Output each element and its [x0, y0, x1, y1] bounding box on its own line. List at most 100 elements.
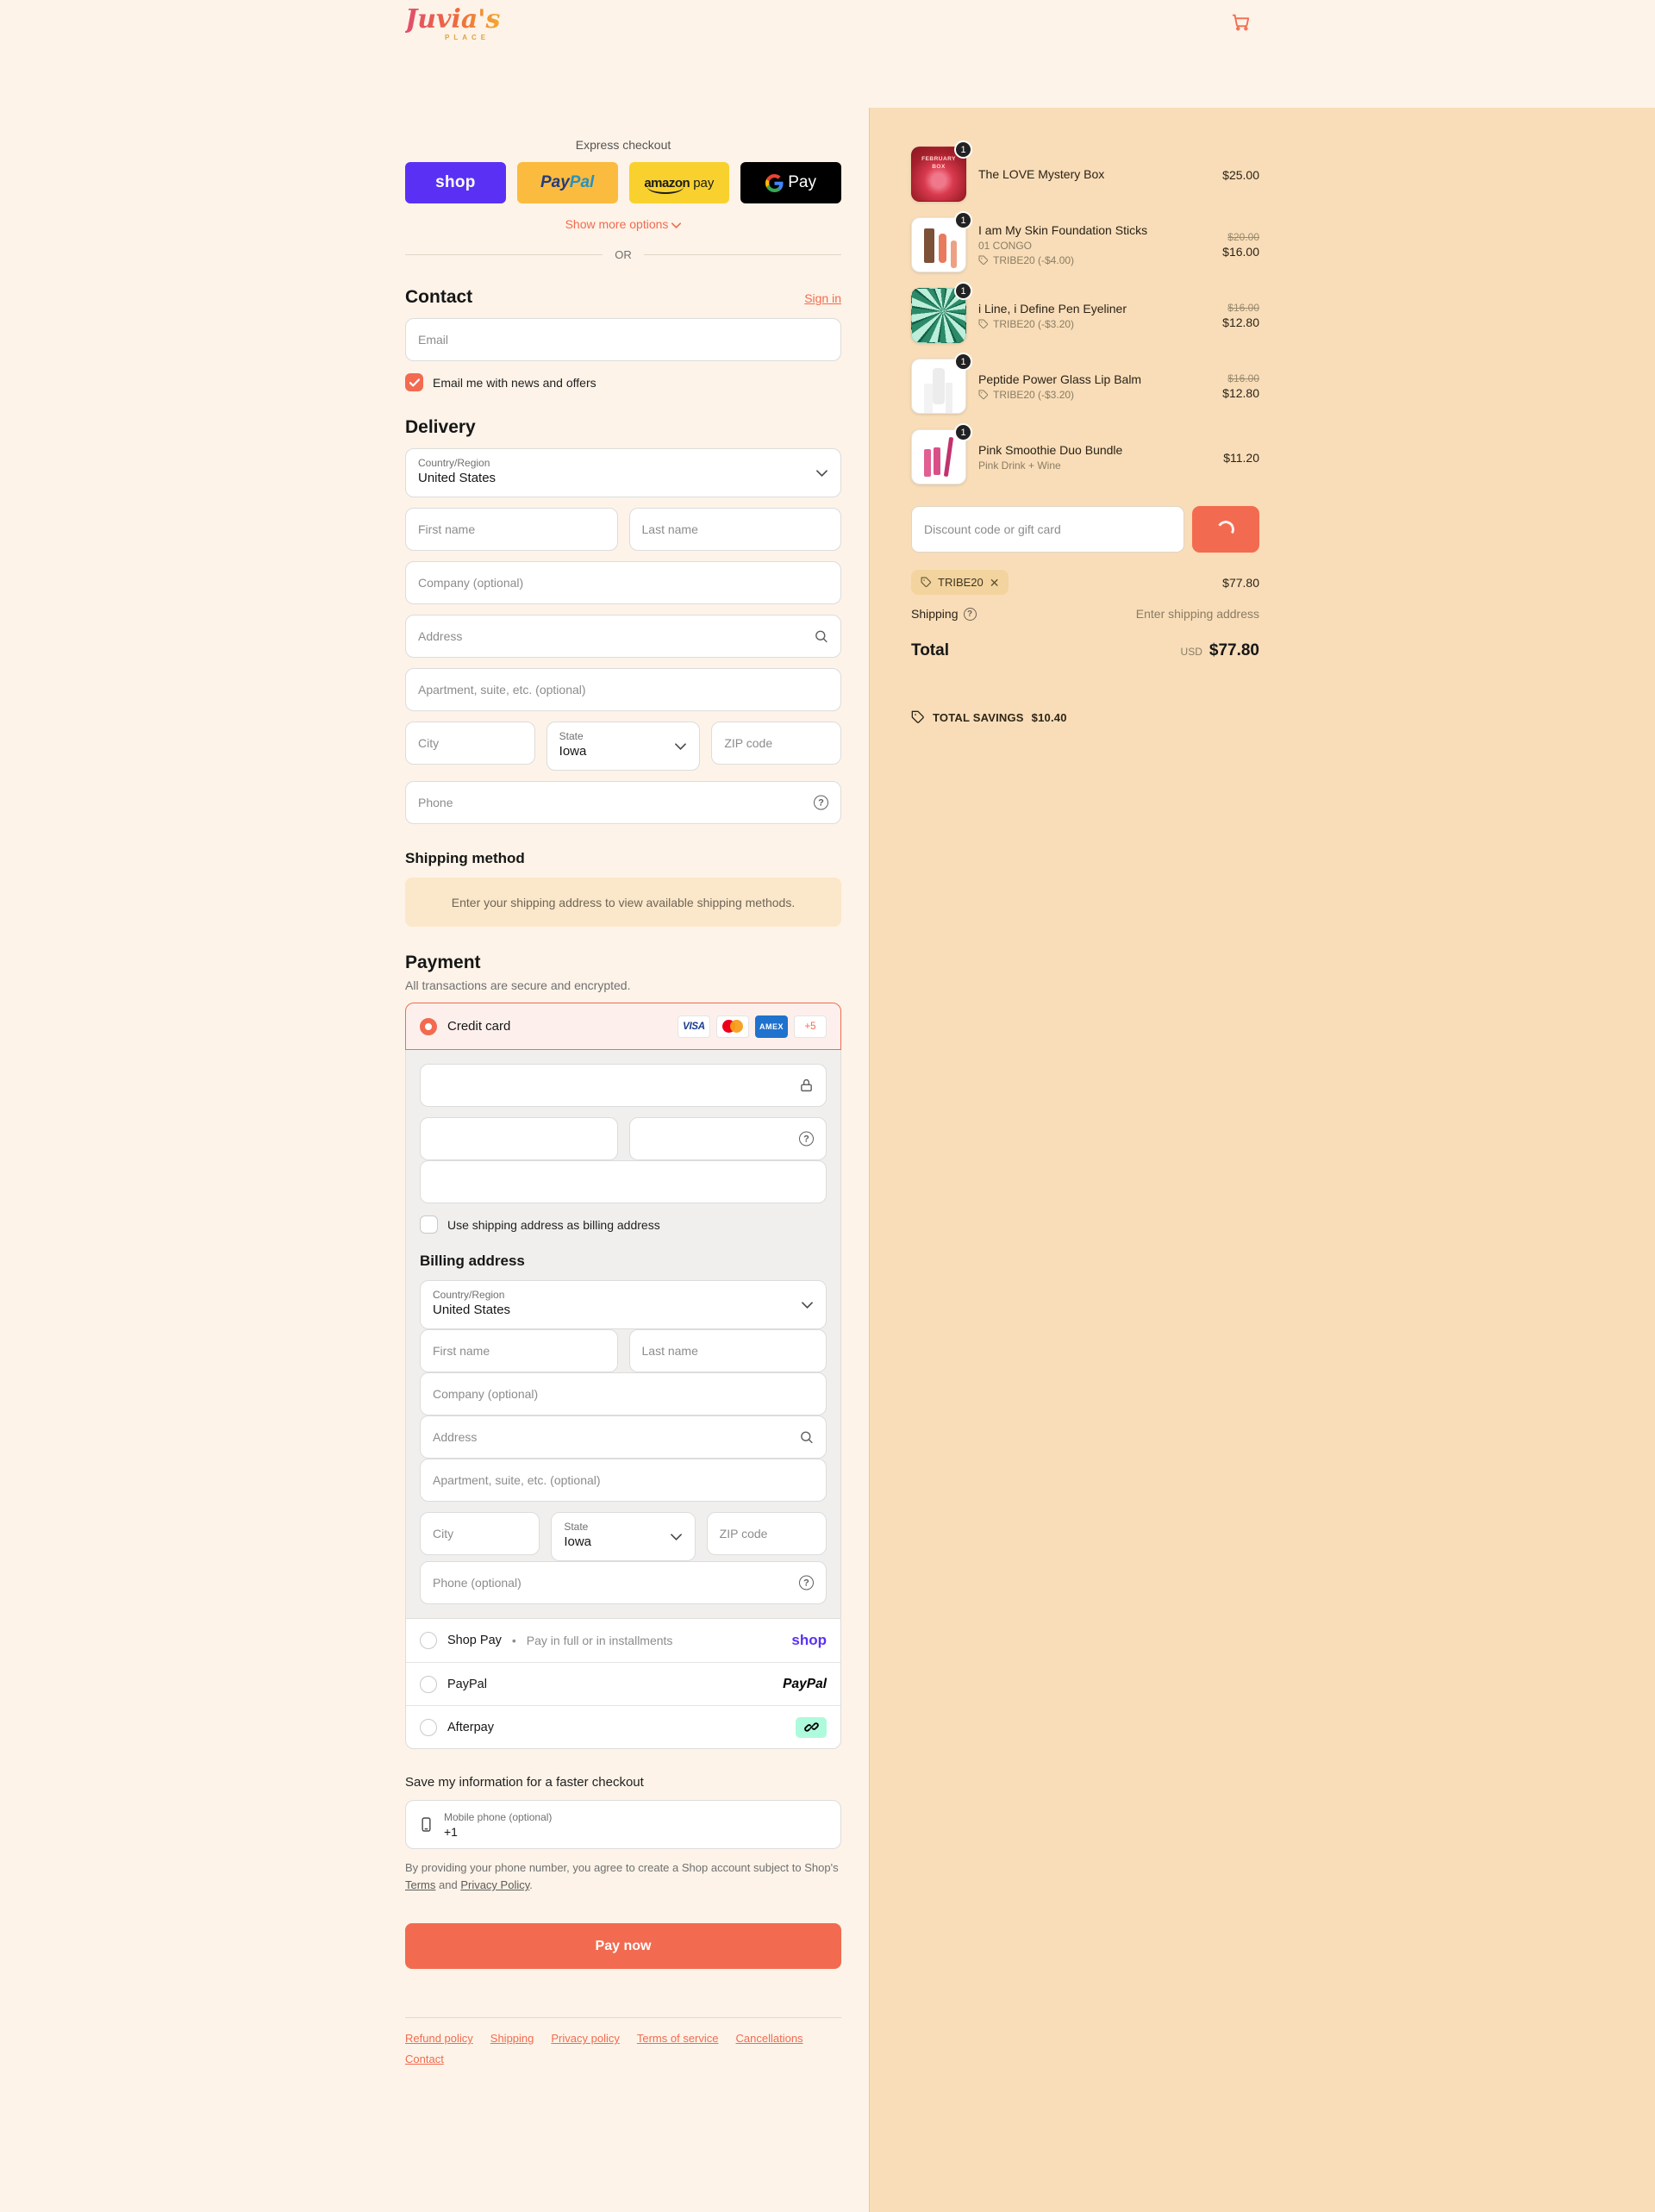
help-icon[interactable]: ?	[963, 607, 977, 621]
item-price: $11.20	[1223, 451, 1259, 465]
afterpay-option[interactable]: Afterpay	[406, 1705, 840, 1748]
shop-terms-link[interactable]: Terms	[405, 1878, 436, 1892]
card-number-input[interactable]	[421, 1065, 826, 1106]
email-input[interactable]	[406, 319, 840, 360]
store-logo[interactable]: Juvia's PLACE	[405, 7, 500, 41]
paypal-option[interactable]: PayPal PayPal	[406, 1662, 840, 1705]
billing-address-input[interactable]	[421, 1416, 826, 1458]
delivery-zip-input[interactable]	[712, 722, 841, 764]
help-icon[interactable]: ?	[799, 1131, 814, 1147]
delivery-address-input[interactable]	[406, 615, 840, 657]
billing-phone-field[interactable]: ?	[420, 1561, 827, 1604]
footer: Refund policy Shipping Privacy policy Te…	[405, 2017, 841, 2065]
email-field[interactable]	[405, 318, 841, 361]
delivery-first-name-input[interactable]	[406, 509, 617, 550]
shop-pay-express-button[interactable]: shop	[405, 162, 506, 203]
billing-apartment-field[interactable]	[420, 1459, 827, 1502]
delivery-state-select[interactable]: State Iowa	[546, 722, 701, 771]
mobile-phone-value: +1	[444, 1824, 458, 1839]
delivery-heading: Delivery	[405, 417, 476, 437]
delivery-city-field[interactable]	[405, 722, 535, 765]
delivery-apartment-field[interactable]	[405, 668, 841, 711]
card-expiry-field[interactable]	[420, 1117, 618, 1160]
shop-privacy-link[interactable]: Privacy Policy	[460, 1878, 530, 1892]
delivery-zip-field[interactable]	[711, 722, 842, 765]
billing-apartment-input[interactable]	[421, 1459, 826, 1501]
credit-card-form: ? Use shipping address as billing addres…	[405, 1050, 841, 1619]
cart-item: 1 I am My Skin Foundation Sticks 01 CONG…	[911, 211, 1259, 273]
cancellations-link[interactable]: Cancellations	[735, 2032, 803, 2046]
billing-company-field[interactable]	[420, 1372, 827, 1415]
credit-card-option[interactable]: Credit card VISA AMEX +5	[405, 1003, 841, 1050]
privacy-policy-link[interactable]: Privacy policy	[551, 2032, 620, 2046]
discount-code-input[interactable]	[912, 507, 1183, 552]
billing-phone-input[interactable]	[421, 1562, 826, 1603]
shipping-value: Enter shipping address	[1135, 607, 1259, 621]
delivery-company-input[interactable]	[406, 562, 840, 603]
contact-link[interactable]: Contact	[405, 2053, 444, 2066]
card-security-code-field[interactable]: ?	[628, 1117, 827, 1160]
discount-code-field[interactable]	[911, 506, 1184, 553]
billing-city-field[interactable]	[420, 1512, 540, 1555]
item-price: $12.80	[1222, 386, 1259, 400]
help-icon[interactable]: ?	[814, 795, 828, 810]
terms-of-service-link[interactable]: Terms of service	[636, 2032, 719, 2046]
shop-pay-radio[interactable]	[420, 1632, 437, 1649]
delivery-company-field[interactable]	[405, 561, 841, 604]
use-shipping-address-checkbox[interactable]	[420, 1215, 438, 1234]
cart-icon[interactable]	[1231, 12, 1253, 33]
newsletter-checkbox[interactable]	[405, 373, 423, 391]
card-security-code-input[interactable]	[629, 1118, 826, 1159]
amazon-pay-express-button[interactable]: amazon pay	[628, 162, 730, 203]
delivery-last-name-input[interactable]	[629, 509, 840, 550]
card-number-field[interactable]	[420, 1064, 827, 1107]
show-more-options-link[interactable]: Show more options	[405, 217, 841, 231]
billing-state-select[interactable]: State Iowa	[551, 1512, 696, 1561]
afterpay-radio[interactable]	[420, 1718, 437, 1736]
delivery-last-name-field[interactable]	[628, 508, 841, 551]
mobile-phone-field[interactable]: Mobile phone (optional) +1	[405, 1800, 841, 1849]
store-logo-text: Juvia's	[405, 4, 501, 34]
delivery-city-input[interactable]	[406, 722, 534, 764]
quantity-badge: 1	[954, 423, 972, 441]
delivery-address-field[interactable]	[405, 615, 841, 658]
billing-zip-input[interactable]	[707, 1513, 826, 1554]
delivery-phone-input[interactable]	[406, 782, 840, 823]
delivery-phone-field[interactable]: ?	[405, 781, 841, 824]
paypal-express-button[interactable]: Pay Pal	[516, 162, 618, 203]
payment-methods-panel: Credit card VISA AMEX +5	[405, 1003, 841, 1749]
card-name-field[interactable]	[420, 1160, 827, 1203]
remove-discount-icon[interactable]: ✕	[989, 575, 1000, 590]
credit-card-radio[interactable]	[420, 1017, 437, 1035]
delivery-apartment-input[interactable]	[406, 669, 840, 710]
help-icon[interactable]: ?	[799, 1575, 814, 1590]
discount-apply-button[interactable]	[1192, 506, 1259, 553]
afterpay-logo	[796, 1716, 827, 1738]
billing-zip-field[interactable]	[706, 1512, 827, 1555]
paypal-radio[interactable]	[420, 1675, 437, 1693]
delivery-country-select[interactable]: Country/Region United States	[405, 448, 841, 497]
chevron-down-icon	[670, 1529, 682, 1545]
billing-first-name-field[interactable]	[420, 1329, 618, 1372]
refund-policy-link[interactable]: Refund policy	[405, 2032, 473, 2046]
payment-subtitle: All transactions are secure and encrypte…	[405, 978, 631, 992]
newsletter-label: Email me with news and offers	[433, 375, 596, 390]
pay-now-button[interactable]: Pay now	[405, 1923, 841, 1970]
billing-last-name-field[interactable]	[628, 1329, 827, 1372]
card-name-input[interactable]	[421, 1161, 826, 1203]
shop-pay-option[interactable]: Shop Pay • Pay in full or in installment…	[406, 1619, 840, 1662]
billing-country-select[interactable]: Country/Region United States	[420, 1280, 827, 1329]
card-expiry-input[interactable]	[421, 1118, 617, 1159]
billing-address-field[interactable]	[420, 1415, 827, 1459]
savings-value: $10.40	[1031, 710, 1067, 724]
billing-last-name-input[interactable]	[629, 1330, 826, 1372]
shipping-policy-link[interactable]: Shipping	[490, 2032, 534, 2046]
google-pay-express-button[interactable]: Pay	[740, 162, 841, 203]
billing-first-name-input[interactable]	[421, 1330, 617, 1372]
sign-in-link[interactable]: Sign in	[804, 291, 841, 305]
delivery-first-name-field[interactable]	[405, 508, 618, 551]
billing-city-input[interactable]	[421, 1513, 540, 1554]
loading-spinner-icon	[1215, 518, 1237, 541]
billing-company-input[interactable]	[421, 1373, 826, 1415]
